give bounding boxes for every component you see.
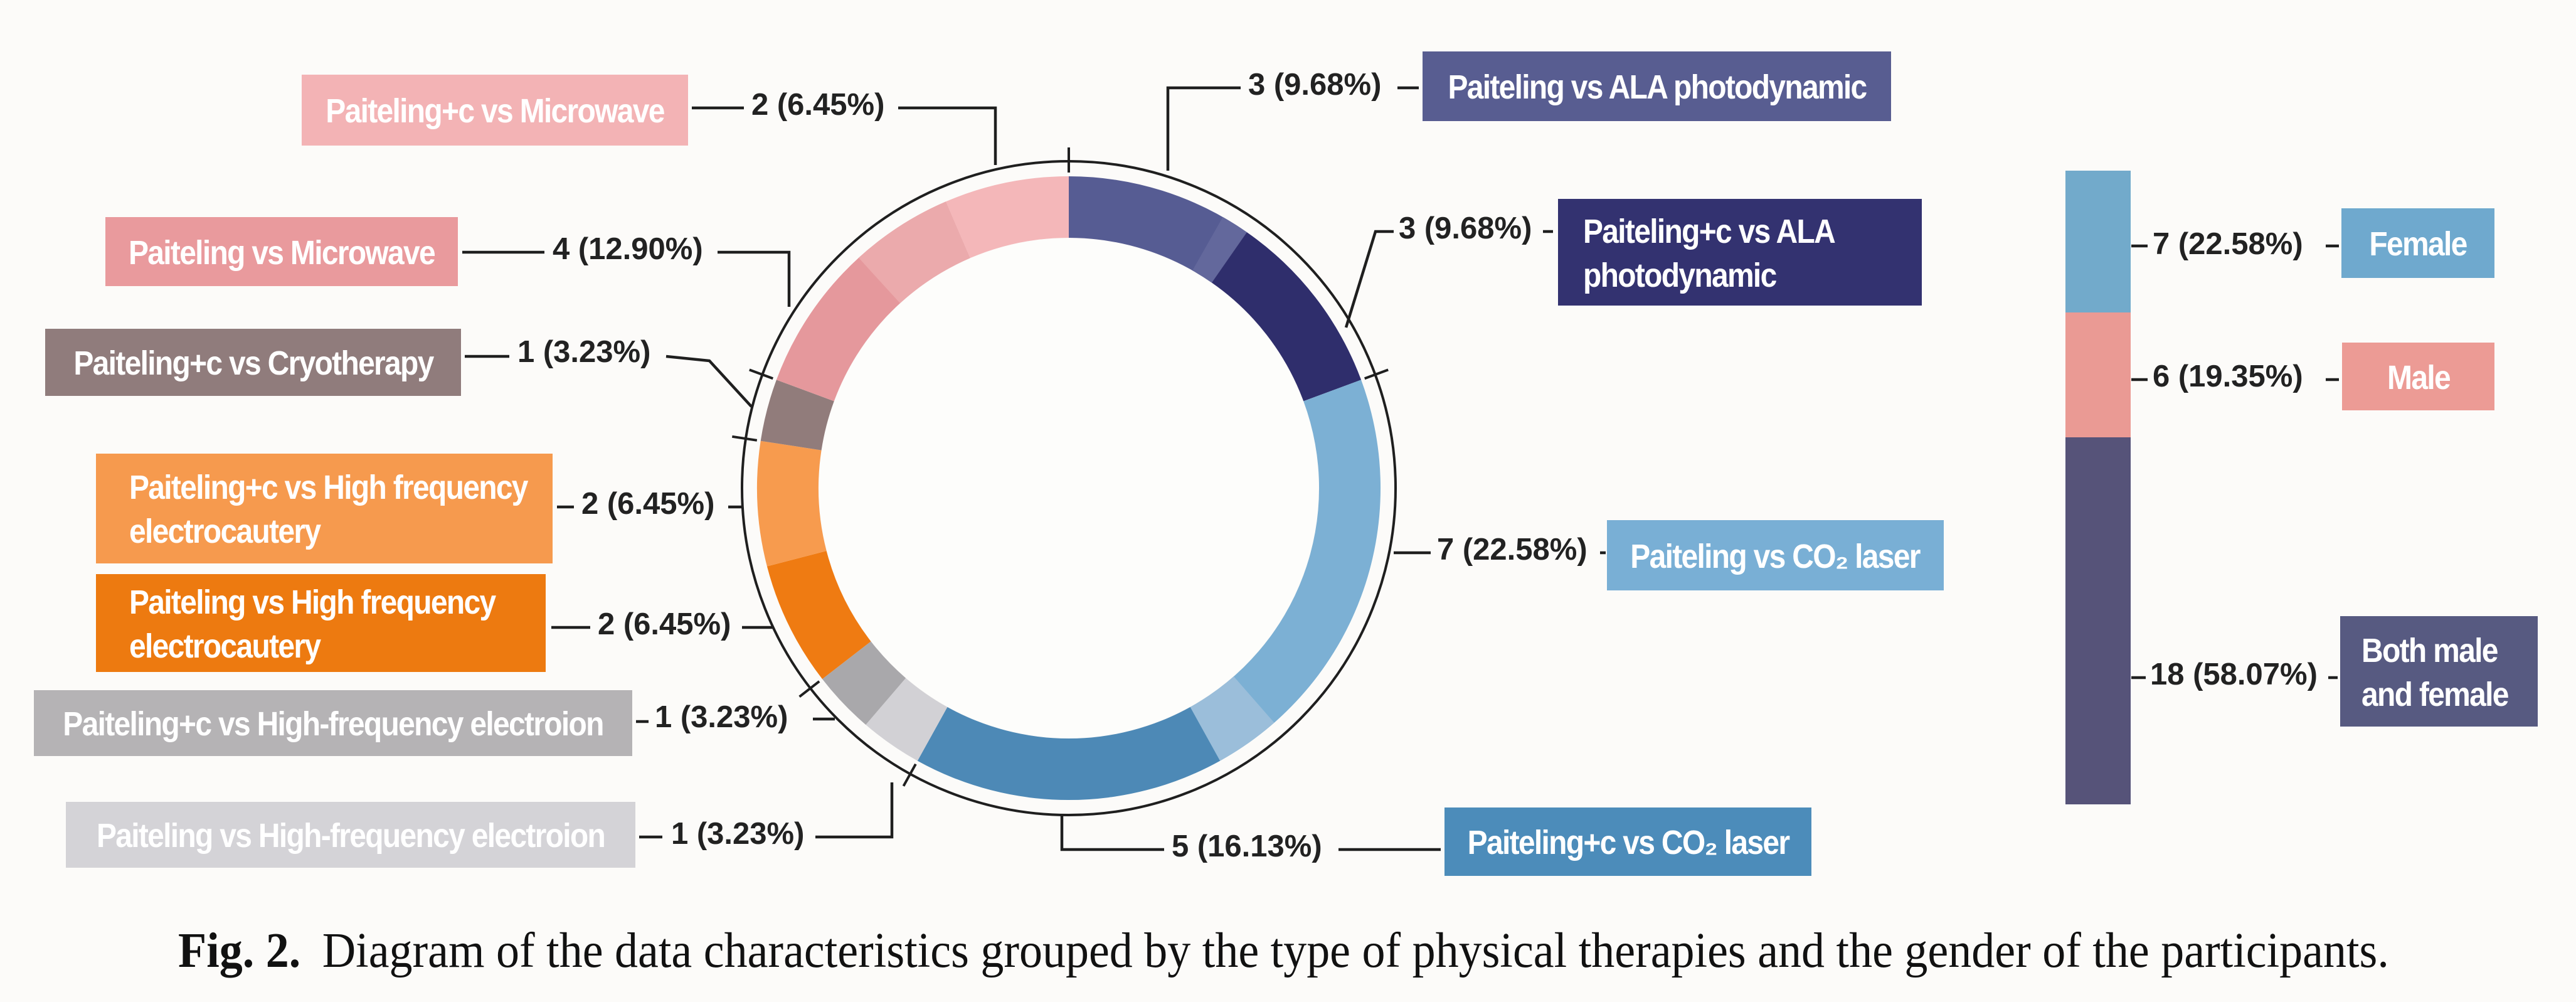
svg-text:Paiteling+c vs Cryotherapy: Paiteling+c vs Cryotherapy xyxy=(73,344,435,381)
svg-text:Paiteling vs High-frequency el: Paiteling vs High-frequency electroion xyxy=(97,816,605,854)
svg-text:and female: and female xyxy=(2361,675,2508,713)
svg-text:Paiteling vs Microwave: Paiteling vs Microwave xyxy=(129,233,435,271)
svg-text:Paiteling+c vs High-frequency: Paiteling+c vs High-frequency electroion xyxy=(63,705,603,742)
svg-text:7 (22.58%): 7 (22.58%) xyxy=(2153,227,2303,261)
svg-text:Paiteling+c vs High frequency: Paiteling+c vs High frequency xyxy=(129,468,529,506)
svg-text:Paiteling vs CO₂ laser: Paiteling vs CO₂ laser xyxy=(1630,537,1921,575)
svg-text:Paiteling+c vs Microwave: Paiteling+c vs Microwave xyxy=(326,92,664,129)
svg-text:1 (3.23%): 1 (3.23%) xyxy=(517,335,650,369)
svg-text:Paiteling+c vs CO₂ laser: Paiteling+c vs CO₂ laser xyxy=(1468,823,1791,861)
svg-text:7 (22.58%): 7 (22.58%) xyxy=(1437,533,1587,567)
svg-text:Female: Female xyxy=(2369,225,2467,262)
svg-text:3 (9.68%): 3 (9.68%) xyxy=(1248,68,1381,102)
svg-text:Both male: Both male xyxy=(2361,631,2498,669)
svg-text:Male: Male xyxy=(2387,358,2450,396)
svg-text:electrocautery: electrocautery xyxy=(129,627,322,664)
svg-text:5 (16.13%): 5 (16.13%) xyxy=(1172,829,1322,863)
svg-text:4 (12.90%): 4 (12.90%) xyxy=(553,232,703,266)
svg-text:18 (58.07%): 18 (58.07%) xyxy=(2150,658,2318,691)
svg-text:2 (6.45%): 2 (6.45%) xyxy=(598,607,731,641)
svg-text:6 (19.35%): 6 (19.35%) xyxy=(2153,360,2303,393)
svg-text:1 (3.23%): 1 (3.23%) xyxy=(671,817,804,851)
svg-text:Paiteling vs ALA photodynamic: Paiteling vs ALA photodynamic xyxy=(1448,68,1867,105)
svg-text:Paiteling+c vs ALA: Paiteling+c vs ALA xyxy=(1583,212,1835,250)
svg-text:1 (3.23%): 1 (3.23%) xyxy=(655,700,788,734)
svg-text:2 (6.45%): 2 (6.45%) xyxy=(751,88,884,122)
svg-text:2 (6.45%): 2 (6.45%) xyxy=(581,487,714,521)
svg-text:Fig. 2. Diagram of the data ch: Fig. 2. Diagram of the data characterist… xyxy=(178,922,2389,978)
svg-text:electrocautery: electrocautery xyxy=(129,512,322,550)
svg-text:3 (9.68%): 3 (9.68%) xyxy=(1399,211,1532,245)
svg-text:Paiteling vs High frequency: Paiteling vs High frequency xyxy=(129,583,497,621)
svg-text:photodynamic: photodynamic xyxy=(1583,256,1776,294)
